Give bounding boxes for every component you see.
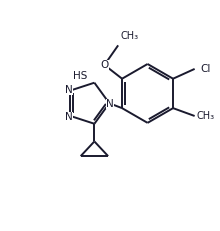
Text: Cl: Cl: [200, 64, 211, 74]
Text: N: N: [106, 99, 114, 109]
Text: N: N: [65, 85, 73, 94]
Text: HS: HS: [73, 71, 88, 81]
Text: CH₃: CH₃: [197, 111, 215, 121]
Text: O: O: [100, 60, 108, 70]
Text: CH₃: CH₃: [120, 31, 138, 41]
Text: N: N: [65, 112, 73, 122]
